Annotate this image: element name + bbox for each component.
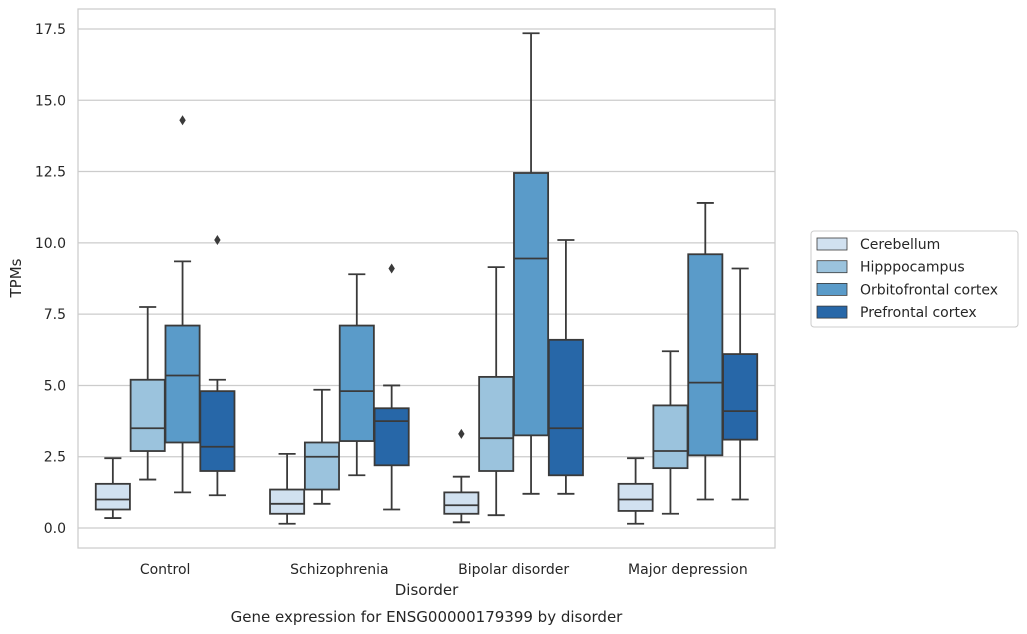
x-axis-label: Disorder <box>395 581 459 599</box>
legend-label: Orbitofrontal cortex <box>860 282 998 298</box>
box-cerebellum <box>94 457 131 519</box>
box-prefrontal-cortex <box>373 263 410 511</box>
box-iqr <box>373 407 410 467</box>
box-hipppocampus <box>652 350 689 515</box>
legend-label: Prefrontal cortex <box>860 305 977 321</box>
x-tick-label: Schizophrenia <box>290 562 388 578</box>
y-axis-label: TPMs <box>7 258 25 298</box>
box-cerebellum <box>443 428 480 524</box>
box-iqr <box>722 353 759 441</box>
y-tick-label: 10.0 <box>35 236 66 252</box>
y-tick-label: 17.5 <box>35 22 66 38</box>
box-iqr <box>443 491 480 515</box>
box-iqr <box>94 482 131 511</box>
x-tick-label: Control <box>140 562 191 578</box>
box-iqr <box>269 488 306 515</box>
box-iqr <box>338 324 375 442</box>
box-hipppocampus <box>129 306 166 481</box>
box-prefrontal-cortex <box>547 239 584 495</box>
y-tick-label: 2.5 <box>44 450 66 466</box>
box-iqr <box>547 338 584 477</box>
legend-label: Hipppocampus <box>860 260 965 276</box>
box-iqr <box>687 253 724 457</box>
chart-caption: Gene expression for ENSG00000179399 by d… <box>231 608 624 626</box>
legend-swatch <box>816 237 848 251</box>
outlier-point <box>458 428 465 439</box>
box-orbitofrontal-cortex <box>338 273 375 477</box>
legend-swatch <box>816 305 848 319</box>
y-tick-label: 15.0 <box>35 93 66 109</box>
legend: Cerebellum Hipppocampus Orbitofrontal cort… <box>810 230 1019 328</box>
box-groups <box>94 32 759 525</box>
box-iqr <box>478 375 515 472</box>
box-iqr <box>199 390 236 472</box>
legend-frame <box>810 230 1019 328</box>
outlier-point <box>214 235 221 245</box>
y-tick-label: 0.0 <box>44 521 66 537</box>
x-tick-labels: Control Schizophrenia Bipolar disorder Majo… <box>140 562 748 578</box>
box-iqr <box>303 441 340 491</box>
legend-swatch <box>816 260 848 274</box>
y-tick-label: 5.0 <box>44 378 66 394</box>
box-cerebellum <box>269 452 306 525</box>
y-tick-label: 12.5 <box>35 165 66 181</box>
box-iqr <box>652 404 689 470</box>
x-tick-label: Major depression <box>628 562 748 578</box>
box-iqr <box>617 482 654 512</box>
box-hipppocampus <box>478 266 515 517</box>
y-tick-label: 7.5 <box>44 307 66 323</box>
box-iqr <box>129 378 166 452</box>
box-iqr <box>164 324 201 444</box>
plot-frame <box>77 8 776 549</box>
box-orbitofrontal-cortex <box>513 32 550 495</box>
outlier-point <box>179 115 186 126</box>
box-prefrontal-cortex <box>722 267 759 501</box>
x-tick-label: Bipolar disorder <box>458 562 569 578</box>
box-iqr <box>513 172 550 437</box>
box-cerebellum <box>617 457 654 525</box>
outlier-point <box>388 263 395 274</box>
box-orbitofrontal-cortex <box>164 115 201 494</box>
legend-label: Cerebellum <box>860 237 940 253</box>
y-tick-labels: 0.0 2.5 5.0 7.5 10.0 12.5 15.0 17.5 <box>35 22 66 537</box>
legend-swatch <box>816 282 848 296</box>
box-prefrontal-cortex <box>199 235 236 497</box>
box-hipppocampus <box>303 388 340 505</box>
box-orbitofrontal-cortex <box>687 202 724 501</box>
